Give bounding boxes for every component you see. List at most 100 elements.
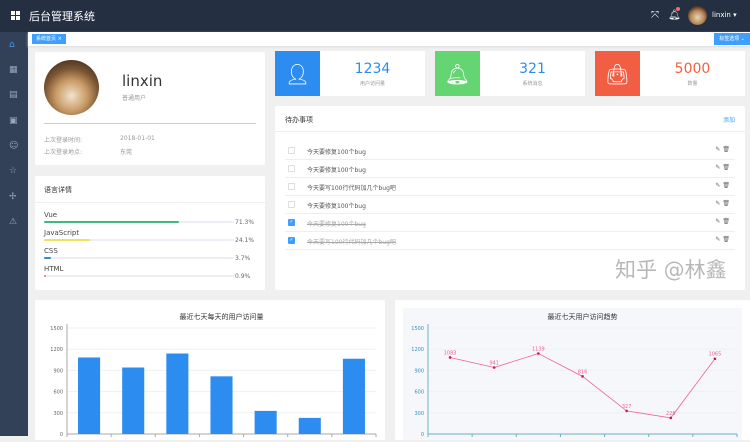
data-point <box>625 409 628 413</box>
bar <box>342 358 365 434</box>
smile-icon[interactable]: ☺ <box>9 141 19 151</box>
todo-item: 今天要修复100个bug ✎ 🗑︎ <box>285 142 735 160</box>
language-card: 语言详情 Vue 71.3% JavaScript 24.1% CSS 3.7% HTML 0… <box>35 176 265 290</box>
edit-icon[interactable]: ✎ <box>715 236 721 243</box>
language-name: JavaScript <box>44 229 80 237</box>
drag-icon[interactable]: ✢ <box>9 192 17 202</box>
divider <box>275 131 745 132</box>
y-tick-label: 1500 <box>50 326 63 332</box>
stat-value: 321 <box>519 61 546 77</box>
grid-icon[interactable]: ▦ <box>9 65 18 75</box>
todo-checkbox[interactable] <box>288 183 295 190</box>
username-dropdown[interactable]: linxin ▾ <box>712 11 737 19</box>
chart-title: 最近七天用户访问趋势 <box>548 312 618 321</box>
delete-icon[interactable]: 🗑︎ <box>722 164 730 171</box>
last-login-place-label: 上次登录地点: <box>44 149 83 156</box>
tab-label: 系统首页 <box>36 36 57 42</box>
avatar[interactable] <box>688 6 707 25</box>
fullscreen-icon[interactable]: ⤧ <box>651 10 659 21</box>
last-login-time-label: 上次登录时间: <box>44 137 83 144</box>
edit-icon[interactable]: ✎ <box>715 218 721 225</box>
language-progress <box>44 275 234 277</box>
profile-avatar <box>44 60 99 115</box>
line-chart: 最近七天用户访问趋势 0 300 600 900 1200 1500 1083 941 1139 8… <box>403 308 742 442</box>
language-name: HTML <box>44 265 64 273</box>
y-tick-label: 0 <box>421 432 424 438</box>
bar <box>78 357 101 434</box>
todo-title: 待办事项 <box>285 116 313 124</box>
data-point <box>537 352 540 355</box>
language-title: 语言详情 <box>44 186 72 194</box>
header: 后台管理系统 ⤧ 🔔︎ linxin ▾ <box>0 0 750 32</box>
edit-icon[interactable]: ✎ <box>715 182 721 189</box>
username: linxin <box>712 11 731 19</box>
y-tick-label: 900 <box>414 368 424 374</box>
divider <box>35 202 265 203</box>
tags-bar: 系统首页 × 标签选项 ⌄ <box>28 32 750 46</box>
language-row: JavaScript 24.1% <box>44 229 256 247</box>
stat-card: 👤︎ 1234 用户访问量 <box>275 51 425 96</box>
data-label: 816 <box>578 369 588 375</box>
y-tick-label: 1200 <box>411 347 424 353</box>
todo-text: 今天要修复100个bug <box>307 203 366 210</box>
todo-text: 今天要写100行代码加几个bug吧 <box>307 185 396 192</box>
add-todo-button[interactable]: 添加 <box>722 117 735 124</box>
bar-chart-card: 最近七天每天的用户访问量 0 300 600 900 1200 1500 <box>35 300 385 440</box>
delete-icon[interactable]: 🗑︎ <box>722 182 730 189</box>
document-icon[interactable]: ▤ <box>9 90 18 100</box>
data-point <box>492 366 496 369</box>
profile-role: 普通用户 <box>122 95 147 102</box>
language-percent: 24.1% <box>235 237 255 244</box>
data-label: 1083 <box>444 350 457 356</box>
line-chart-card: 最近七天用户访问趋势 0 300 600 900 1200 1500 1083 941 1139 8… <box>395 300 750 442</box>
todo-item: 今天要修复100个bug ✎ 🗑︎ <box>285 160 735 178</box>
chart-title: 最近七天每天的用户访问量 <box>180 312 264 321</box>
delete-icon[interactable]: 🗑︎ <box>722 200 730 207</box>
watermark: 知乎 @林鑫 <box>615 258 727 282</box>
divider <box>44 123 256 124</box>
menu-toggle-icon[interactable] <box>11 11 20 20</box>
bar <box>210 376 233 434</box>
todo-checkbox[interactable]: ✓ <box>288 237 295 244</box>
tag-options-button[interactable]: 标签选项 ⌄ <box>714 33 750 45</box>
user-icon: 👤︎ <box>275 51 320 96</box>
stat-label: 用户访问量 <box>359 81 385 87</box>
delete-icon[interactable]: 🗑︎ <box>722 236 730 243</box>
language-progress <box>44 221 234 223</box>
edit-icon[interactable]: ✎ <box>715 146 721 153</box>
y-tick-label: 1200 <box>50 347 63 353</box>
bell-icon: 🔔︎ <box>435 51 480 96</box>
close-icon[interactable]: × <box>57 36 62 42</box>
edit-icon[interactable]: ✎ <box>715 164 721 171</box>
delete-icon[interactable]: 🗑︎ <box>722 146 730 153</box>
data-label: 1065 <box>709 352 722 358</box>
stat-value: 5000 <box>674 61 711 77</box>
home-icon[interactable]: ⌂ <box>9 40 15 50</box>
todo-checkbox[interactable]: ✓ <box>288 219 295 226</box>
todo-text: 今天要写100行代码加几个bug吧 <box>307 239 396 246</box>
todo-checkbox[interactable] <box>288 201 295 208</box>
bell-icon[interactable]: 🔔︎ <box>668 10 681 21</box>
star-icon[interactable]: ☆ <box>9 166 18 176</box>
todo-checkbox[interactable] <box>288 165 295 172</box>
warning-icon[interactable]: ⚠ <box>9 217 18 227</box>
language-row: HTML 0.9% <box>44 265 256 283</box>
todo-checkbox[interactable] <box>288 147 295 154</box>
y-tick-label: 600 <box>414 390 424 396</box>
profile-card: linxin 普通用户 上次登录时间: 2018-01-01 上次登录地点: 东… <box>35 52 265 165</box>
tab-home[interactable]: 系统首页 × <box>32 34 66 44</box>
last-login-place: 东莞 <box>120 149 133 156</box>
language-name: CSS <box>44 247 58 255</box>
app-title: 后台管理系统 <box>29 10 95 23</box>
bar <box>166 353 189 434</box>
todo-text: 今天要修复100个bug <box>307 149 366 156</box>
delete-icon[interactable]: 🗑︎ <box>722 218 730 225</box>
stat-label: 数量 <box>687 81 698 87</box>
stat-card: 🔔︎ 321 系统消息 <box>435 51 585 96</box>
language-progress <box>44 257 234 259</box>
todo-text: 今天要修复100个bug <box>307 167 366 174</box>
language-row: CSS 3.7% <box>44 247 256 265</box>
edit-icon[interactable]: ✎ <box>715 200 721 207</box>
form-icon[interactable]: ▣ <box>9 116 18 126</box>
y-tick-label: 0 <box>60 432 63 438</box>
